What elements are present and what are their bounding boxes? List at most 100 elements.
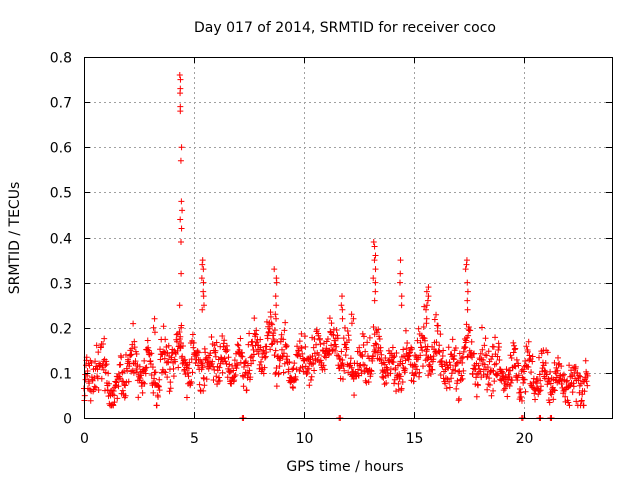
data-point bbox=[125, 378, 132, 385]
data-point bbox=[359, 330, 366, 337]
data-point bbox=[553, 374, 560, 381]
data-point bbox=[177, 157, 184, 164]
data-point bbox=[555, 354, 562, 361]
data-point bbox=[448, 375, 455, 382]
data-point bbox=[397, 257, 404, 264]
data-point bbox=[348, 311, 355, 318]
data-point bbox=[410, 378, 417, 385]
data-point bbox=[382, 355, 389, 362]
data-point bbox=[481, 361, 488, 368]
data-point bbox=[361, 362, 368, 369]
axis-ticks: 0 0.1 0.2 0.3 0.4 0.5 0.6 0.7 0.8 0 5 10 15 20 bbox=[50, 51, 612, 447]
data-point bbox=[156, 387, 163, 394]
data-point bbox=[178, 270, 185, 277]
data-point bbox=[424, 356, 431, 363]
data-point bbox=[117, 375, 124, 382]
data-point bbox=[339, 376, 346, 383]
data-point bbox=[186, 359, 193, 366]
data-point bbox=[522, 357, 529, 364]
data-point bbox=[281, 327, 288, 334]
data-point bbox=[360, 333, 367, 340]
data-point bbox=[167, 385, 174, 392]
data-point bbox=[119, 387, 126, 394]
data-point bbox=[111, 392, 118, 399]
data-point bbox=[453, 385, 460, 392]
data-point bbox=[518, 397, 525, 404]
data-point bbox=[433, 311, 440, 318]
data-point bbox=[137, 375, 144, 382]
data-point bbox=[84, 367, 91, 374]
data-point bbox=[430, 353, 437, 360]
data-point bbox=[122, 392, 129, 399]
data-point bbox=[507, 367, 514, 374]
data-point bbox=[555, 361, 562, 368]
data-point bbox=[421, 303, 428, 310]
data-point bbox=[87, 397, 94, 404]
data-point bbox=[419, 347, 426, 354]
data-point bbox=[521, 376, 528, 383]
data-point bbox=[250, 357, 257, 364]
data-point bbox=[523, 343, 530, 350]
data-point bbox=[495, 347, 502, 354]
data-point bbox=[393, 388, 400, 395]
data-point bbox=[554, 367, 561, 374]
y-tick-label: 0.4 bbox=[50, 232, 72, 248]
data-point bbox=[284, 353, 291, 360]
data-point bbox=[504, 393, 511, 400]
data-point bbox=[443, 385, 450, 392]
data-point bbox=[276, 363, 283, 370]
data-point bbox=[493, 360, 500, 367]
data-point bbox=[425, 284, 432, 291]
data-point bbox=[467, 327, 474, 334]
data-point bbox=[464, 288, 471, 295]
data-point bbox=[377, 344, 384, 351]
data-point bbox=[263, 343, 270, 350]
data-point bbox=[148, 350, 155, 357]
data-point bbox=[370, 275, 377, 282]
data-point bbox=[512, 345, 519, 352]
data-point bbox=[115, 383, 122, 390]
data-point bbox=[393, 349, 400, 356]
data-point bbox=[273, 302, 280, 309]
data-point bbox=[400, 346, 407, 353]
data-point bbox=[290, 385, 297, 392]
data-point bbox=[111, 399, 118, 406]
data-point bbox=[271, 352, 278, 359]
data-point bbox=[308, 373, 315, 380]
data-point bbox=[177, 108, 184, 115]
data-point bbox=[423, 288, 430, 295]
data-point bbox=[93, 342, 100, 349]
data-point bbox=[438, 358, 445, 365]
data-point bbox=[360, 341, 367, 348]
data-point bbox=[511, 342, 518, 349]
data-point bbox=[538, 350, 545, 357]
data-point bbox=[334, 335, 341, 342]
data-point bbox=[332, 347, 339, 354]
data-point bbox=[173, 331, 180, 338]
data-point bbox=[101, 387, 108, 394]
data-point bbox=[256, 361, 263, 368]
data-point bbox=[355, 366, 362, 373]
data-point bbox=[114, 395, 121, 402]
data-point bbox=[133, 365, 140, 372]
data-point bbox=[362, 348, 369, 355]
chart-title: Day 017 of 2014, SRMTID for receiver coc… bbox=[194, 20, 496, 36]
data-point bbox=[562, 393, 569, 400]
data-point bbox=[260, 370, 267, 377]
data-point bbox=[200, 279, 207, 286]
data-point bbox=[307, 356, 314, 363]
data-point bbox=[480, 357, 487, 364]
data-point bbox=[234, 341, 241, 348]
data-point bbox=[356, 362, 363, 369]
data-point bbox=[224, 374, 231, 381]
data-point bbox=[176, 302, 183, 309]
data-point bbox=[581, 388, 588, 395]
data-point bbox=[379, 369, 386, 376]
data-point bbox=[322, 354, 329, 361]
data-point bbox=[272, 347, 279, 354]
data-point bbox=[491, 361, 498, 368]
data-point bbox=[488, 356, 495, 363]
data-point bbox=[446, 359, 453, 366]
data-point bbox=[142, 365, 149, 372]
data-point bbox=[328, 320, 335, 327]
